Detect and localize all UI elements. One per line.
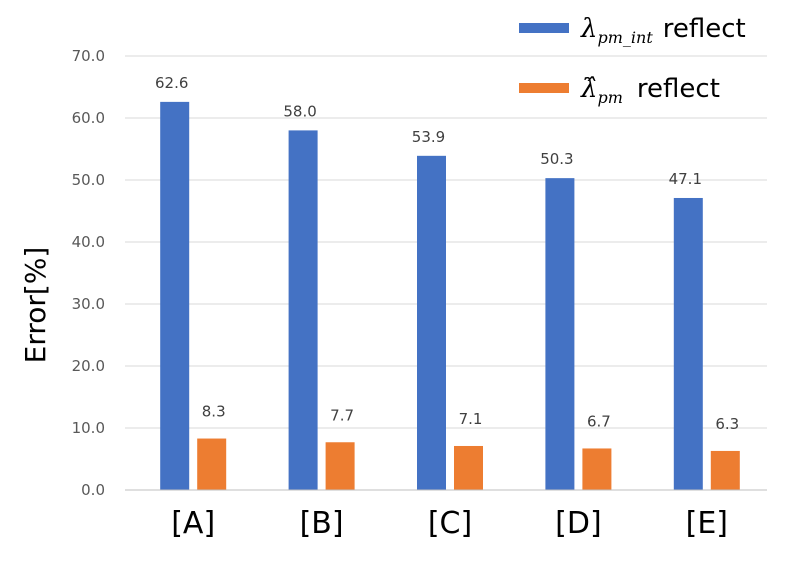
bar-series-2-3 [454, 445, 483, 490]
data-label-series-2-2: 7.7 [330, 406, 354, 424]
legend-swatch-series-2 [519, 83, 569, 93]
legend-label-series-1: λpm_int reflect [580, 14, 746, 47]
data-label-series-1-3: 53.9 [412, 128, 445, 146]
y-tick-label: 30.0 [72, 295, 105, 313]
data-label-series-2-1: 8.3 [202, 403, 226, 421]
x-category-label: [C] [428, 506, 472, 541]
x-category-label: [D] [555, 506, 602, 541]
legend-suffix-series-1: reflect [663, 14, 746, 44]
data-label-series-2-4: 6.7 [587, 412, 611, 430]
bars [160, 101, 740, 491]
x-category-label: [E] [686, 506, 728, 541]
legend-symbol-series-2: λ̂ [580, 74, 597, 104]
legend-suffix-series-2: reflect [637, 74, 720, 104]
y-axis-ticks: 0.0 10.0 20.0 30.0 40.0 50.0 60.0 70.0 [72, 47, 105, 499]
x-category-label: [A] [171, 506, 215, 541]
x-category-label: [B] [300, 506, 344, 541]
bar-series-1-3 [417, 155, 446, 490]
y-tick-label: 40.0 [72, 233, 105, 251]
y-tick-label: 0.0 [81, 481, 105, 499]
legend-swatch-series-1 [519, 23, 569, 33]
bar-series-1-2 [288, 130, 318, 490]
legend-item-series-1: λpm_int reflect [519, 14, 746, 47]
y-tick-label: 10.0 [72, 419, 105, 437]
legend: λpm_int reflect λ̂pm reflect [519, 14, 746, 107]
bar-series-2-4 [582, 448, 612, 490]
legend-item-series-2: λ̂pm reflect [519, 74, 720, 107]
data-label-series-1-5: 47.1 [669, 170, 702, 188]
bar-series-1-4 [545, 178, 575, 490]
bar-series-2-5 [710, 450, 740, 490]
bar-series-1-5 [673, 197, 703, 491]
legend-label-series-2: λ̂pm reflect [580, 74, 720, 107]
bar-series-1-1 [160, 101, 190, 490]
y-tick-label: 60.0 [72, 109, 105, 127]
y-tick-label: 70.0 [72, 47, 105, 65]
y-tick-label: 20.0 [72, 357, 105, 375]
y-tick-label: 50.0 [72, 171, 105, 189]
data-label-series-1-1: 62.6 [155, 74, 188, 92]
legend-subscript-series-2: pm [597, 88, 622, 107]
data-label-series-1-2: 58.0 [283, 102, 316, 120]
data-label-series-2-5: 6.3 [715, 415, 739, 433]
data-label-series-1-4: 50.3 [540, 150, 573, 168]
y-axis-title: Error[%] [19, 247, 52, 364]
data-labels: 62.6 8.3 58.0 7.7 53.9 7.1 50.3 6.7 47.1 6.3 [155, 74, 739, 433]
data-label-series-2-3: 7.1 [459, 410, 483, 428]
bar-series-2-1 [197, 438, 227, 490]
legend-symbol-series-1: λ [580, 14, 597, 44]
x-axis-categories: [A] [B] [C] [D] [E] [171, 506, 728, 541]
legend-subscript-series-1: pm_int [597, 28, 653, 47]
bar-series-2-2 [325, 442, 355, 490]
